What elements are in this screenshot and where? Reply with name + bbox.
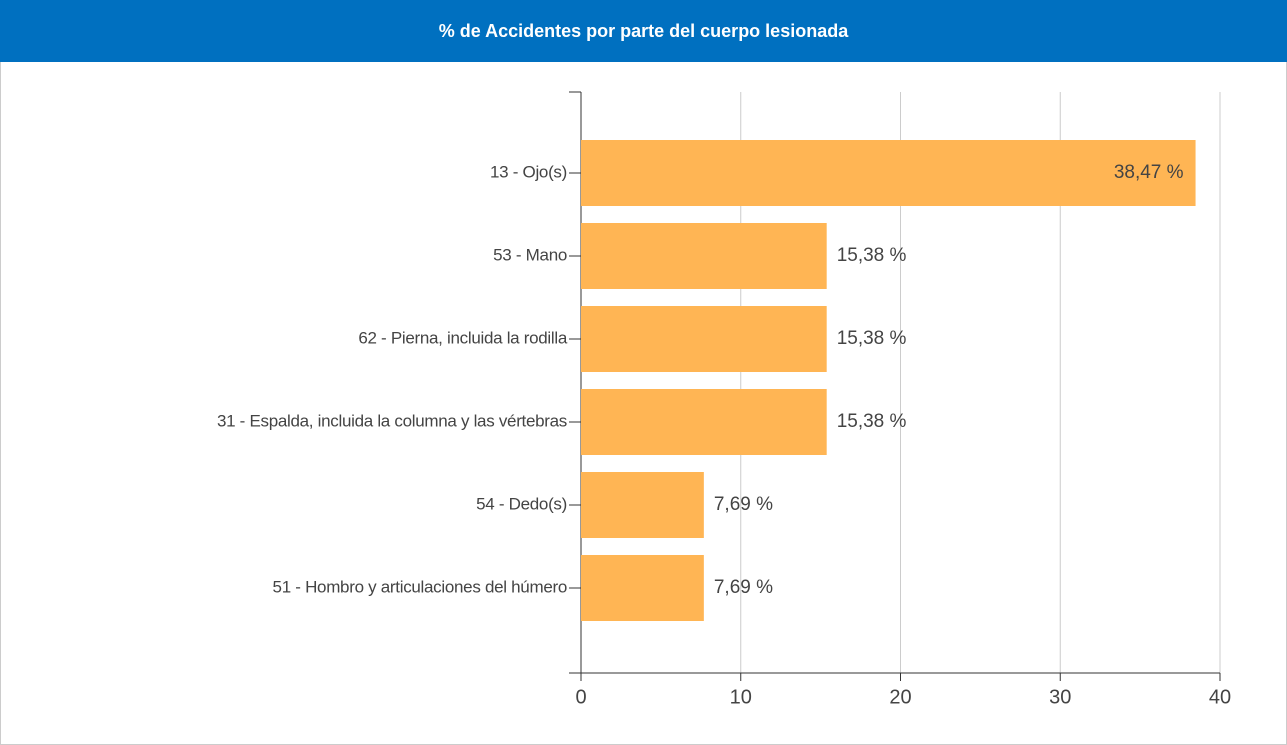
value-label: 15,38 % bbox=[837, 411, 907, 432]
value-label: 7,69 % bbox=[714, 494, 773, 515]
x-tick-label: 30 bbox=[1049, 686, 1071, 708]
x-tick-label: 40 bbox=[1209, 686, 1231, 708]
value-label: 38,47 % bbox=[1114, 162, 1184, 183]
bar bbox=[581, 555, 704, 621]
bar bbox=[581, 472, 704, 538]
y-tick-label: 13 - Ojo(s) bbox=[490, 162, 567, 181]
value-label: 7,69 % bbox=[714, 577, 773, 598]
x-tick-label: 10 bbox=[730, 686, 752, 708]
y-tick-label: 54 - Dedo(s) bbox=[476, 494, 567, 513]
x-tick-label: 20 bbox=[889, 686, 911, 708]
bar bbox=[581, 140, 1196, 206]
value-label: 15,38 % bbox=[837, 245, 907, 266]
chart-title: % de Accidentes por parte del cuerpo les… bbox=[0, 0, 1287, 62]
bar bbox=[581, 223, 827, 289]
x-tick-label: 0 bbox=[575, 686, 586, 708]
y-tick-label: 31 - Espalda, incluida la columna y las … bbox=[217, 411, 567, 430]
y-tick-label: 51 - Hombro y articulaciones del húmero bbox=[273, 577, 567, 596]
bar bbox=[581, 389, 827, 455]
y-tick-label: 53 - Mano bbox=[493, 245, 567, 264]
bar bbox=[581, 306, 827, 372]
y-tick-label: 62 - Pierna, incluida la rodilla bbox=[358, 328, 568, 347]
value-label: 15,38 % bbox=[837, 328, 907, 349]
